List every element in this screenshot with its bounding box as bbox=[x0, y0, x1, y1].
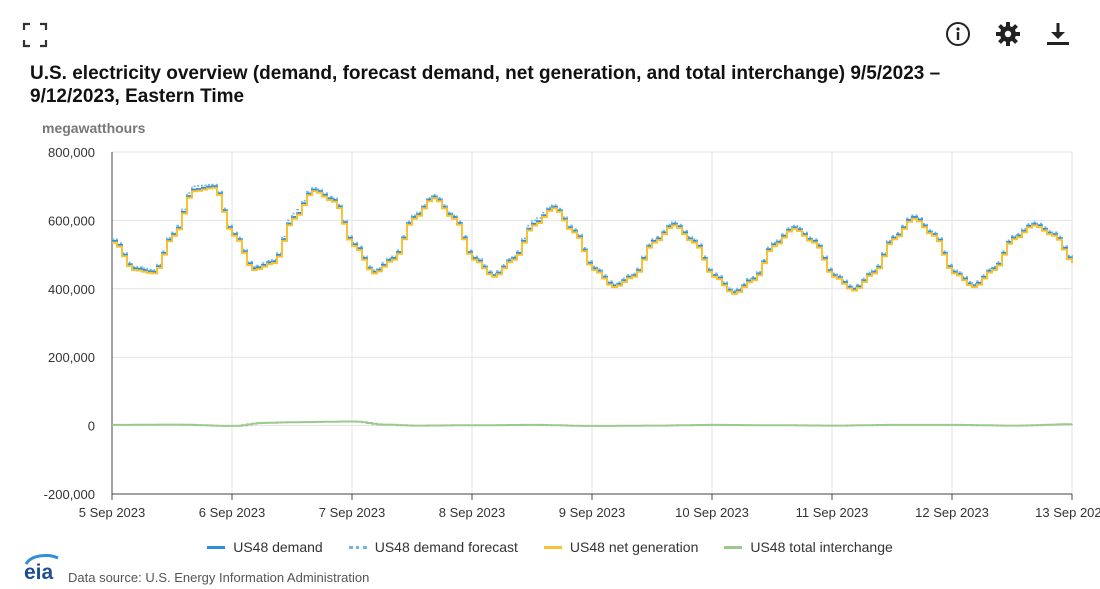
legend-swatch-forecast bbox=[348, 545, 367, 549]
legend-label-forecast: US48 demand forecast bbox=[374, 539, 518, 555]
legend-label-interchange: US48 total interchange bbox=[750, 539, 893, 555]
y-tick-label: 200,000 bbox=[48, 350, 95, 365]
info-button[interactable] bbox=[944, 20, 972, 48]
legend-item-demand[interactable]: US48 demand bbox=[207, 539, 323, 555]
x-tick-label: 12 Sep 2023 bbox=[915, 505, 989, 520]
fullscreen-icon bbox=[22, 22, 48, 48]
eia-logo-mark: eia bbox=[24, 554, 59, 584]
settings-button[interactable] bbox=[994, 20, 1022, 48]
info-icon bbox=[946, 22, 970, 46]
x-tick-label: 5 Sep 2023 bbox=[79, 505, 146, 520]
legend-label-demand: US48 demand bbox=[233, 539, 323, 555]
legend-item-net-generation[interactable]: US48 net generation bbox=[543, 539, 699, 555]
unit-label: megawatthours bbox=[42, 120, 146, 136]
y-tick-label: 800,000 bbox=[48, 145, 95, 160]
legend-swatch-interchange bbox=[724, 545, 743, 549]
y-tick-label: 600,000 bbox=[48, 213, 95, 228]
eia-logo-text: eia bbox=[24, 561, 54, 582]
series-line-demand-forecast bbox=[112, 183, 1073, 292]
x-tick-label: 8 Sep 2023 bbox=[439, 505, 506, 520]
download-icon bbox=[1047, 23, 1069, 45]
data-source: Data source: U.S. Energy Information Adm… bbox=[68, 570, 370, 585]
legend-item-forecast[interactable]: US48 demand forecast bbox=[348, 539, 518, 555]
y-tick-label: 400,000 bbox=[48, 282, 95, 297]
x-tick-label: 7 Sep 2023 bbox=[319, 505, 386, 520]
y-tick-label: 0 bbox=[88, 419, 95, 434]
series-line-total-interchange bbox=[112, 420, 1073, 427]
series-line-net-generation bbox=[112, 186, 1073, 295]
x-tick-label: 13 Sep 2023 bbox=[1035, 505, 1100, 520]
legend-swatch-demand bbox=[207, 545, 226, 549]
x-tick-label: 10 Sep 2023 bbox=[675, 505, 749, 520]
fullscreen-button[interactable] bbox=[22, 22, 48, 48]
legend-swatch-net-generation bbox=[543, 545, 562, 549]
legend-item-interchange[interactable]: US48 total interchange bbox=[724, 539, 893, 555]
y-tick-label: -200,000 bbox=[44, 487, 95, 502]
legend: US48 demand US48 demand forecast US48 ne… bbox=[0, 539, 1100, 555]
x-tick-label: 9 Sep 2023 bbox=[559, 505, 626, 520]
chart-title: U.S. electricity overview (demand, forec… bbox=[30, 63, 941, 107]
eia-logo: eia bbox=[22, 552, 60, 588]
x-tick-label: 6 Sep 2023 bbox=[199, 505, 266, 520]
download-button[interactable] bbox=[1044, 20, 1072, 48]
gear-icon bbox=[996, 22, 1020, 46]
x-tick-label: 11 Sep 2023 bbox=[796, 505, 869, 520]
legend-label-net-generation: US48 net generation bbox=[569, 539, 699, 555]
